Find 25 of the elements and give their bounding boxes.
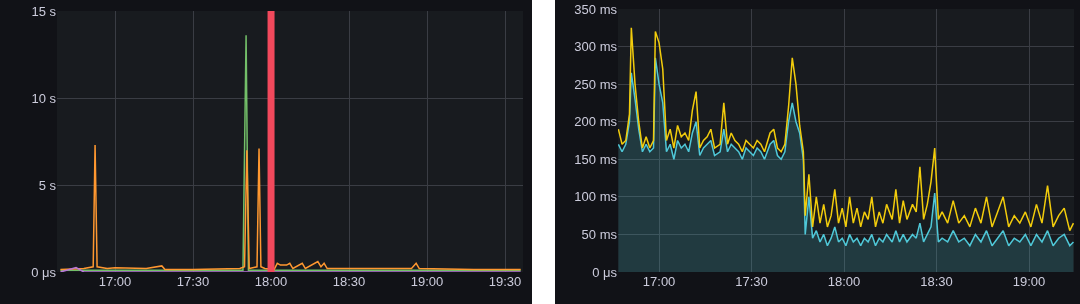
y-tick-label: 100 ms	[574, 189, 618, 205]
y-tick-label: 250 ms	[574, 76, 618, 92]
line-series	[618, 27, 1074, 232]
x-tick-label: 17:30	[176, 274, 210, 289]
y-tick-label: 10 s	[31, 90, 57, 106]
y-tick-label: 350 ms	[574, 1, 618, 17]
x-tick-label: 18:30	[332, 274, 366, 289]
y-tick-label: 0 μs	[592, 264, 618, 280]
y-tick-label: 0 μs	[31, 264, 57, 280]
x-tick-label: 18:00	[827, 274, 861, 289]
x-tick-label: 18:00	[254, 274, 288, 289]
y-tick-label: 50 ms	[581, 226, 618, 242]
x-tick-label: 19:00	[410, 274, 444, 289]
y-tick-label: 150 ms	[574, 151, 618, 167]
y-tick-label: 300 ms	[574, 39, 618, 55]
x-tick-label: 17:30	[735, 274, 768, 289]
y-tick-label: 15 s	[31, 3, 57, 19]
x-tick-label: 19:30	[488, 274, 522, 289]
y-tick-label: 200 ms	[574, 114, 618, 130]
x-tick-label: 19:00	[1012, 274, 1046, 289]
x-tick-label: 17:00	[642, 274, 676, 289]
y-tick-label: 5 s	[38, 177, 57, 193]
x-tick-label: 18:30	[920, 274, 953, 289]
line-series	[59, 144, 522, 271]
x-tick-label: 17:00	[98, 274, 132, 289]
